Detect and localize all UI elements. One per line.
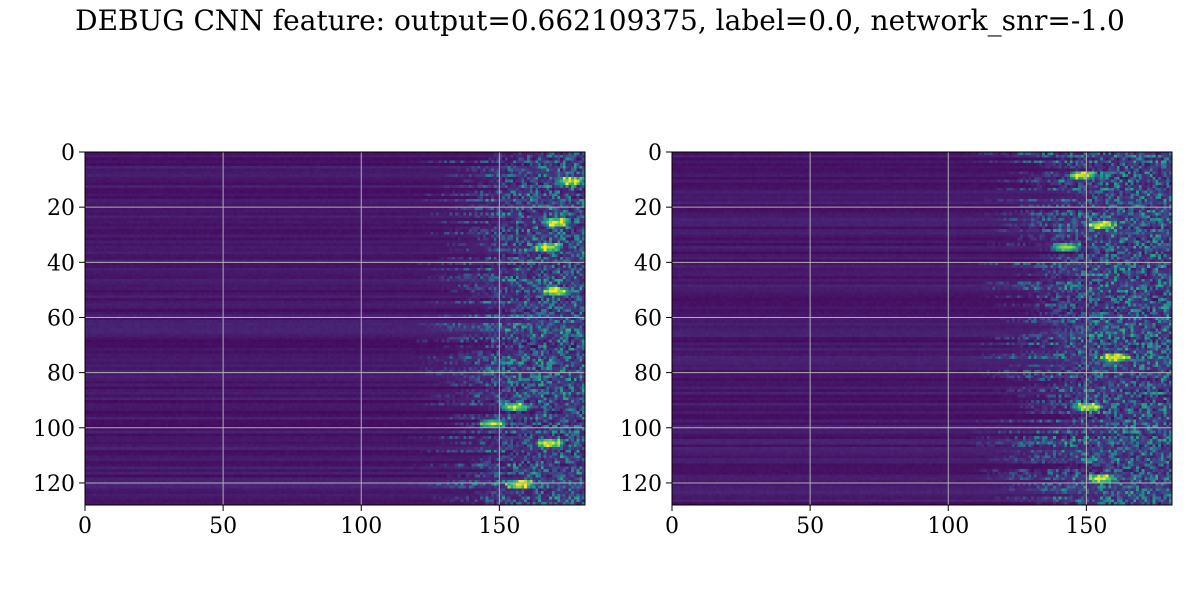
y-tick-label: 20 xyxy=(634,196,662,221)
heatmap-left-svg: 0 50 100 150 0 20 40 60 80 100 120 xyxy=(33,141,586,539)
heatmap-image xyxy=(85,152,585,505)
y-tick-label: 40 xyxy=(634,251,662,276)
heatmap-right-svg: 0 50 100 150 0 20 40 60 80 100 120 xyxy=(620,141,1173,539)
y-tick-label: 80 xyxy=(634,362,662,387)
x-tick-label: 150 xyxy=(478,514,520,539)
x-tick-label: 50 xyxy=(209,514,237,539)
y-tick-label: 60 xyxy=(634,306,662,331)
x-tick-label: 0 xyxy=(78,514,92,539)
x-tick-label: 100 xyxy=(340,514,382,539)
heatmap-panel-right: 0 50 100 150 0 20 40 60 80 100 120 xyxy=(586,130,1200,550)
x-tick-label: 0 xyxy=(665,514,679,539)
axes-frame xyxy=(84,151,586,506)
y-tick-label: 0 xyxy=(61,141,75,166)
y-tick-label: 0 xyxy=(648,141,662,166)
y-tick-label: 100 xyxy=(33,417,75,442)
x-tick-label: 100 xyxy=(927,514,969,539)
y-tick-label: 120 xyxy=(33,472,75,497)
x-tick-label: 50 xyxy=(796,514,824,539)
y-tick-label: 120 xyxy=(620,472,662,497)
y-tick-label: 60 xyxy=(47,306,75,331)
y-tick-label: 100 xyxy=(620,417,662,442)
y-tick-label: 20 xyxy=(47,196,75,221)
y-tick-label: 80 xyxy=(47,362,75,387)
x-tick-label: 150 xyxy=(1065,514,1107,539)
y-tick-label: 40 xyxy=(47,251,75,276)
axes-frame xyxy=(671,151,1173,506)
heatmap-image xyxy=(672,152,1172,505)
figure-suptitle: DEBUG CNN feature: output=0.662109375, l… xyxy=(75,4,1125,37)
heatmap-panel-left: 0 50 100 150 0 20 40 60 80 100 120 xyxy=(0,130,600,550)
